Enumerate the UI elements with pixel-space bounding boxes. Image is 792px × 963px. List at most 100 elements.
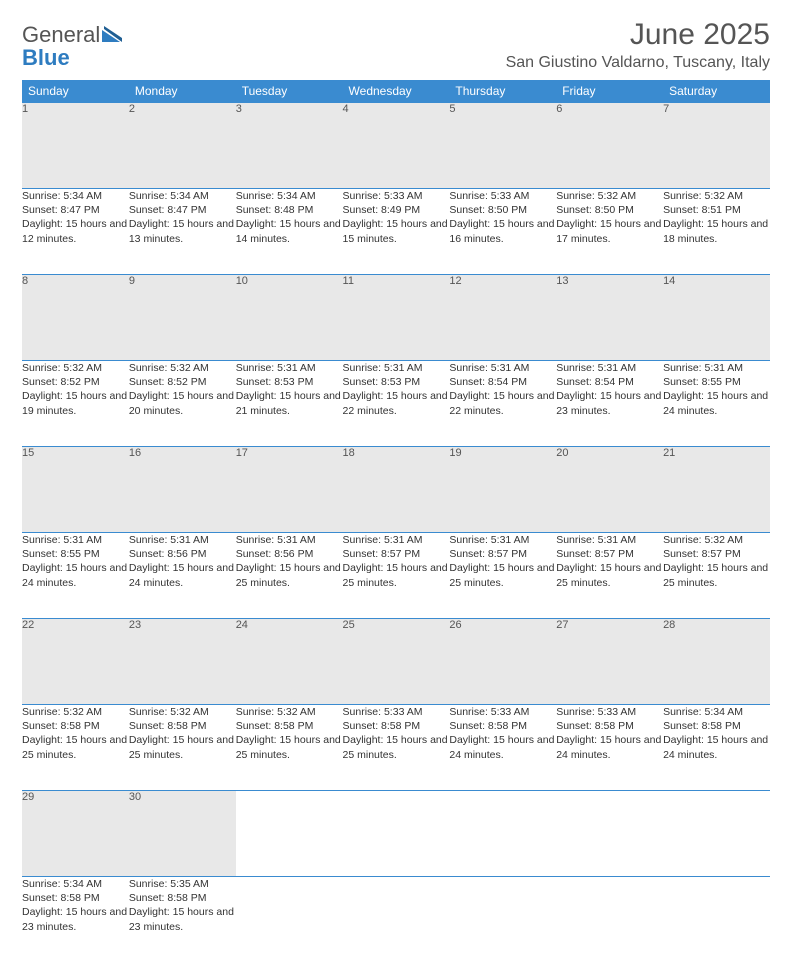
day-cell: Sunrise: 5:31 AMSunset: 8:54 PMDaylight:… bbox=[556, 361, 663, 447]
daynum-row: 891011121314 bbox=[22, 275, 770, 361]
sunset-text: Sunset: 8:53 PM bbox=[236, 375, 343, 389]
sunrise-text: Sunrise: 5:31 AM bbox=[556, 533, 663, 547]
sunset-text: Sunset: 8:58 PM bbox=[129, 719, 236, 733]
sunrise-text: Sunrise: 5:34 AM bbox=[236, 189, 343, 203]
sunrise-text: Sunrise: 5:31 AM bbox=[449, 361, 556, 375]
daylight-text: Daylight: 15 hours and 24 minutes. bbox=[663, 733, 770, 761]
day-cell: Sunrise: 5:35 AMSunset: 8:58 PMDaylight:… bbox=[129, 877, 236, 963]
day-cell: Sunrise: 5:31 AMSunset: 8:56 PMDaylight:… bbox=[236, 533, 343, 619]
daylight-text: Daylight: 15 hours and 25 minutes. bbox=[449, 561, 556, 589]
content-row: Sunrise: 5:32 AMSunset: 8:58 PMDaylight:… bbox=[22, 705, 770, 791]
day-cell bbox=[449, 877, 556, 963]
day-number bbox=[449, 791, 556, 877]
day-cell: Sunrise: 5:32 AMSunset: 8:58 PMDaylight:… bbox=[236, 705, 343, 791]
day-cell: Sunrise: 5:33 AMSunset: 8:58 PMDaylight:… bbox=[449, 705, 556, 791]
sunrise-text: Sunrise: 5:31 AM bbox=[236, 533, 343, 547]
logo-text-blue: Blue bbox=[22, 45, 70, 70]
sunrise-text: Sunrise: 5:32 AM bbox=[129, 705, 236, 719]
day-cell: Sunrise: 5:32 AMSunset: 8:52 PMDaylight:… bbox=[22, 361, 129, 447]
day-number: 2 bbox=[129, 103, 236, 189]
weekday-header: Tuesday bbox=[236, 80, 343, 103]
day-cell: Sunrise: 5:34 AMSunset: 8:47 PMDaylight:… bbox=[129, 189, 236, 275]
daylight-text: Daylight: 15 hours and 20 minutes. bbox=[129, 389, 236, 417]
sunset-text: Sunset: 8:55 PM bbox=[22, 547, 129, 561]
logo-flag-icon bbox=[102, 26, 124, 47]
sunset-text: Sunset: 8:55 PM bbox=[663, 375, 770, 389]
daynum-row: 15161718192021 bbox=[22, 447, 770, 533]
sunset-text: Sunset: 8:57 PM bbox=[449, 547, 556, 561]
daylight-text: Daylight: 15 hours and 25 minutes. bbox=[556, 561, 663, 589]
day-cell: Sunrise: 5:34 AMSunset: 8:48 PMDaylight:… bbox=[236, 189, 343, 275]
title-block: June 2025 San Giustino Valdarno, Tuscany… bbox=[506, 18, 770, 72]
daylight-text: Daylight: 15 hours and 22 minutes. bbox=[343, 389, 450, 417]
day-number: 13 bbox=[556, 275, 663, 361]
sunrise-text: Sunrise: 5:31 AM bbox=[556, 361, 663, 375]
day-cell: Sunrise: 5:34 AMSunset: 8:47 PMDaylight:… bbox=[22, 189, 129, 275]
day-number: 1 bbox=[22, 103, 129, 189]
daylight-text: Daylight: 15 hours and 25 minutes. bbox=[236, 733, 343, 761]
day-number: 12 bbox=[449, 275, 556, 361]
sunset-text: Sunset: 8:54 PM bbox=[556, 375, 663, 389]
sunrise-text: Sunrise: 5:32 AM bbox=[663, 533, 770, 547]
sunrise-text: Sunrise: 5:34 AM bbox=[129, 189, 236, 203]
day-cell: Sunrise: 5:32 AMSunset: 8:52 PMDaylight:… bbox=[129, 361, 236, 447]
day-number: 5 bbox=[449, 103, 556, 189]
daylight-text: Daylight: 15 hours and 25 minutes. bbox=[22, 733, 129, 761]
daylight-text: Daylight: 15 hours and 17 minutes. bbox=[556, 217, 663, 245]
content-row: Sunrise: 5:32 AMSunset: 8:52 PMDaylight:… bbox=[22, 361, 770, 447]
day-cell: Sunrise: 5:33 AMSunset: 8:58 PMDaylight:… bbox=[556, 705, 663, 791]
daylight-text: Daylight: 15 hours and 23 minutes. bbox=[22, 905, 129, 933]
day-number: 8 bbox=[22, 275, 129, 361]
sunset-text: Sunset: 8:50 PM bbox=[556, 203, 663, 217]
day-cell: Sunrise: 5:34 AMSunset: 8:58 PMDaylight:… bbox=[22, 877, 129, 963]
day-cell: Sunrise: 5:31 AMSunset: 8:57 PMDaylight:… bbox=[556, 533, 663, 619]
day-cell: Sunrise: 5:31 AMSunset: 8:53 PMDaylight:… bbox=[343, 361, 450, 447]
sunrise-text: Sunrise: 5:34 AM bbox=[22, 189, 129, 203]
daynum-row: 1234567 bbox=[22, 103, 770, 189]
sunset-text: Sunset: 8:52 PM bbox=[22, 375, 129, 389]
day-number: 26 bbox=[449, 619, 556, 705]
day-cell: Sunrise: 5:34 AMSunset: 8:58 PMDaylight:… bbox=[663, 705, 770, 791]
day-cell: Sunrise: 5:31 AMSunset: 8:55 PMDaylight:… bbox=[22, 533, 129, 619]
sunset-text: Sunset: 8:53 PM bbox=[343, 375, 450, 389]
daylight-text: Daylight: 15 hours and 19 minutes. bbox=[22, 389, 129, 417]
daylight-text: Daylight: 15 hours and 24 minutes. bbox=[449, 733, 556, 761]
daynum-row: 22232425262728 bbox=[22, 619, 770, 705]
sunrise-text: Sunrise: 5:33 AM bbox=[556, 705, 663, 719]
sunrise-text: Sunrise: 5:31 AM bbox=[129, 533, 236, 547]
sunrise-text: Sunrise: 5:32 AM bbox=[22, 361, 129, 375]
day-number: 22 bbox=[22, 619, 129, 705]
daylight-text: Daylight: 15 hours and 25 minutes. bbox=[663, 561, 770, 589]
daylight-text: Daylight: 15 hours and 18 minutes. bbox=[663, 217, 770, 245]
sunrise-text: Sunrise: 5:32 AM bbox=[663, 189, 770, 203]
logo-text-general: General bbox=[22, 22, 100, 47]
sunrise-text: Sunrise: 5:32 AM bbox=[236, 705, 343, 719]
day-cell: Sunrise: 5:31 AMSunset: 8:56 PMDaylight:… bbox=[129, 533, 236, 619]
day-cell: Sunrise: 5:32 AMSunset: 8:50 PMDaylight:… bbox=[556, 189, 663, 275]
day-number: 24 bbox=[236, 619, 343, 705]
sunset-text: Sunset: 8:57 PM bbox=[556, 547, 663, 561]
sunset-text: Sunset: 8:52 PM bbox=[129, 375, 236, 389]
day-number: 16 bbox=[129, 447, 236, 533]
sunrise-text: Sunrise: 5:32 AM bbox=[556, 189, 663, 203]
content-row: Sunrise: 5:31 AMSunset: 8:55 PMDaylight:… bbox=[22, 533, 770, 619]
day-number: 7 bbox=[663, 103, 770, 189]
day-cell: Sunrise: 5:33 AMSunset: 8:49 PMDaylight:… bbox=[343, 189, 450, 275]
day-cell: Sunrise: 5:33 AMSunset: 8:58 PMDaylight:… bbox=[343, 705, 450, 791]
daylight-text: Daylight: 15 hours and 16 minutes. bbox=[449, 217, 556, 245]
daylight-text: Daylight: 15 hours and 21 minutes. bbox=[236, 389, 343, 417]
sunset-text: Sunset: 8:56 PM bbox=[236, 547, 343, 561]
day-cell: Sunrise: 5:31 AMSunset: 8:54 PMDaylight:… bbox=[449, 361, 556, 447]
day-cell: Sunrise: 5:32 AMSunset: 8:58 PMDaylight:… bbox=[129, 705, 236, 791]
day-number: 28 bbox=[663, 619, 770, 705]
sunrise-text: Sunrise: 5:31 AM bbox=[663, 361, 770, 375]
weekday-header: Sunday bbox=[22, 80, 129, 103]
daylight-text: Daylight: 15 hours and 25 minutes. bbox=[236, 561, 343, 589]
day-cell bbox=[343, 877, 450, 963]
day-number: 23 bbox=[129, 619, 236, 705]
sunrise-text: Sunrise: 5:34 AM bbox=[663, 705, 770, 719]
day-number: 6 bbox=[556, 103, 663, 189]
daylight-text: Daylight: 15 hours and 14 minutes. bbox=[236, 217, 343, 245]
daylight-text: Daylight: 15 hours and 13 minutes. bbox=[129, 217, 236, 245]
day-cell: Sunrise: 5:33 AMSunset: 8:50 PMDaylight:… bbox=[449, 189, 556, 275]
